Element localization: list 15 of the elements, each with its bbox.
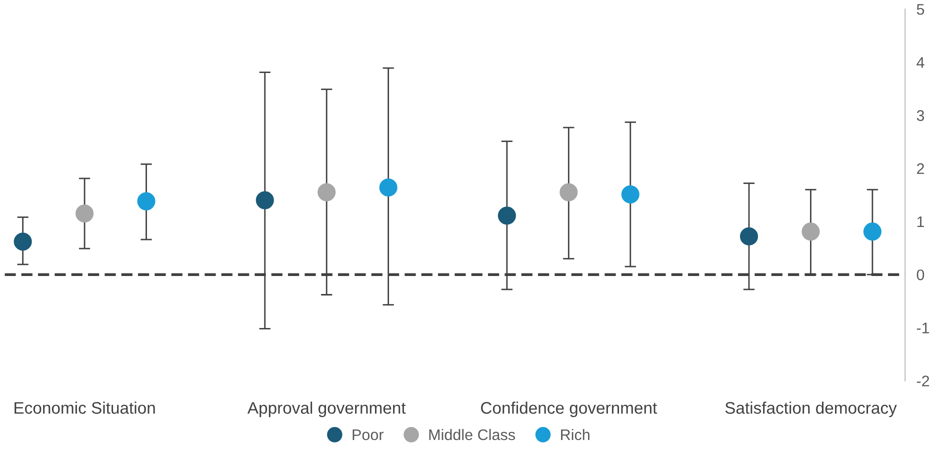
x-tick-label: Confidence government bbox=[481, 402, 658, 418]
y-tick-label: -1 bbox=[916, 322, 930, 334]
x-tick-label: Economic Situation bbox=[14, 402, 155, 414]
y-tick-label: 2 bbox=[916, 163, 924, 174]
x-tick-label: Approval government bbox=[247, 402, 406, 418]
y-tick-label: 4 bbox=[916, 57, 924, 68]
legend-label: Poor bbox=[352, 430, 384, 440]
legend-label: Middle Class bbox=[429, 428, 515, 440]
x-tick-label: Satisfaction democracy bbox=[725, 402, 897, 418]
y-tick-label: 0 bbox=[916, 269, 924, 280]
y-tick-label: 5 bbox=[916, 4, 924, 15]
y-tick-label: 1 bbox=[917, 216, 924, 228]
y-tick-label: -2 bbox=[916, 376, 930, 386]
y-tick-label: 3 bbox=[916, 110, 924, 121]
legend-label: Rich bbox=[561, 428, 590, 440]
